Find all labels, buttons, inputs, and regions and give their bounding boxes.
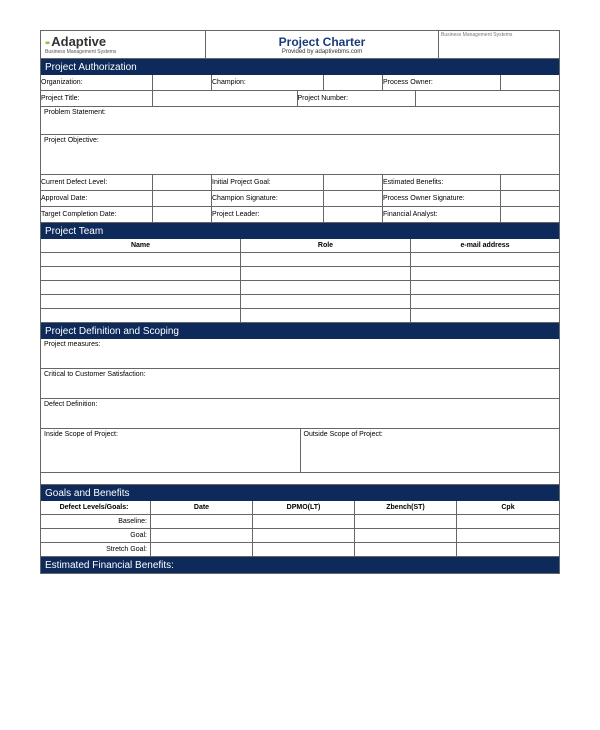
badge-cell: Business Management Systems <box>439 31 559 58</box>
label-target-date: Target Completion Date: <box>41 207 153 222</box>
label-baseline: Baseline: <box>41 515 151 528</box>
label-project-leader: Project Leader: <box>212 207 324 222</box>
field-approval-date[interactable] <box>153 191 212 206</box>
outside-scope[interactable]: Outside Scope of Project: <box>301 429 560 472</box>
label-project-number: Project Number: <box>298 91 416 106</box>
label-critical: Critical to Customer Satisfaction: <box>44 371 146 378</box>
label-project-objective: Project Objective: <box>44 137 99 144</box>
section-goals: Goals and Benefits <box>41 485 559 501</box>
field-target-date[interactable] <box>153 207 212 222</box>
goals-col-zbench: Zbench(ST) <box>355 501 457 514</box>
label-fin-analyst: Financial Analyst: <box>383 207 501 222</box>
label-problem-statement: Problem Statement: <box>44 109 106 116</box>
goals-col-levels: Defect Levels/Goals: <box>41 501 151 514</box>
label-process-owner: Process Owner: <box>383 75 501 90</box>
field-est-benefits[interactable] <box>501 175 559 190</box>
goals-col-cpk: Cpk <box>457 501 559 514</box>
label-approval-date: Approval Date: <box>41 191 153 206</box>
label-initial-goal: Initial Project Goal: <box>212 175 324 190</box>
label-organization: Organization: <box>41 75 153 90</box>
spacer <box>41 473 559 485</box>
team-col-name: Name <box>41 239 241 252</box>
scope-row: Inside Scope of Project: Outside Scope o… <box>41 429 559 473</box>
goals-col-date: Date <box>151 501 253 514</box>
goals-row-baseline[interactable]: Baseline: <box>41 515 559 529</box>
header: ▪▪ Adaptive Business Management Systems … <box>41 31 559 59</box>
team-row[interactable] <box>41 253 559 267</box>
badge-text: Business Management Systems <box>441 32 512 38</box>
label-outside-scope: Outside Scope of Project: <box>304 431 383 438</box>
field-project-leader[interactable] <box>324 207 383 222</box>
brand-tagline: Business Management Systems <box>45 49 201 55</box>
team-row[interactable] <box>41 267 559 281</box>
title-cell: Project Charter Provided by adaptivebms.… <box>206 31 439 58</box>
field-defect-level[interactable] <box>153 175 212 190</box>
label-est-benefits: Estimated Benefits: <box>383 175 501 190</box>
team-row[interactable] <box>41 309 559 323</box>
label-stretch: Stretch Goal: <box>41 543 151 556</box>
team-header-row: Name Role e-mail address <box>41 239 559 253</box>
field-organization[interactable] <box>153 75 212 90</box>
critical-satisfaction[interactable]: Critical to Customer Satisfaction: <box>41 369 559 399</box>
field-project-title[interactable] <box>153 91 298 106</box>
label-champion: Champion: <box>212 75 324 90</box>
goals-row-stretch[interactable]: Stretch Goal: <box>41 543 559 557</box>
goals-header-row: Defect Levels/Goals: Date DPMO(LT) Zbenc… <box>41 501 559 515</box>
logo-cell: ▪▪ Adaptive Business Management Systems <box>41 31 206 58</box>
goals-row-goal[interactable]: Goal: <box>41 529 559 543</box>
label-defect: Defect Definition: <box>44 401 97 408</box>
brand-name: ▪▪ Adaptive <box>45 34 201 49</box>
team-row[interactable] <box>41 281 559 295</box>
problem-statement[interactable]: Problem Statement: <box>41 107 559 135</box>
field-process-owner[interactable] <box>501 75 559 90</box>
doc-title: Project Charter <box>279 35 366 49</box>
label-champion-sig: Champion Signature: <box>212 191 324 206</box>
field-initial-goal[interactable] <box>324 175 383 190</box>
field-champion-sig[interactable] <box>324 191 383 206</box>
section-team: Project Team <box>41 223 559 239</box>
team-col-email: e-mail address <box>411 239 559 252</box>
label-inside-scope: Inside Scope of Project: <box>44 431 118 438</box>
label-owner-sig: Process Owner Signature: <box>383 191 501 206</box>
project-charter-form: ▪▪ Adaptive Business Management Systems … <box>40 30 560 574</box>
label-goal: Goal: <box>41 529 151 542</box>
defect-definition[interactable]: Defect Definition: <box>41 399 559 429</box>
project-measures[interactable]: Project measures: <box>41 339 559 369</box>
section-financial: Estimated Financial Benefits: <box>41 557 559 573</box>
project-objective[interactable]: Project Objective: <box>41 135 559 175</box>
auth-row-3: Current Defect Level: Initial Project Go… <box>41 175 559 191</box>
label-defect-level: Current Defect Level: <box>41 175 153 190</box>
auth-row-1: Organization: Champion: Process Owner: <box>41 75 559 91</box>
auth-row-2: Project Title: Project Number: <box>41 91 559 107</box>
doc-subtitle: Provided by adaptivebms.com <box>282 49 362 55</box>
auth-row-5: Target Completion Date: Project Leader: … <box>41 207 559 223</box>
section-definition: Project Definition and Scoping <box>41 323 559 339</box>
field-fin-analyst[interactable] <box>501 207 559 222</box>
field-project-number[interactable] <box>416 91 560 106</box>
team-col-role: Role <box>241 239 411 252</box>
inside-scope[interactable]: Inside Scope of Project: <box>41 429 301 472</box>
section-authorization: Project Authorization <box>41 59 559 75</box>
label-measures: Project measures: <box>44 341 100 348</box>
field-champion[interactable] <box>324 75 383 90</box>
field-owner-sig[interactable] <box>501 191 559 206</box>
goals-col-dpmo: DPMO(LT) <box>253 501 355 514</box>
auth-row-4: Approval Date: Champion Signature: Proce… <box>41 191 559 207</box>
team-row[interactable] <box>41 295 559 309</box>
label-project-title: Project Title: <box>41 91 153 106</box>
